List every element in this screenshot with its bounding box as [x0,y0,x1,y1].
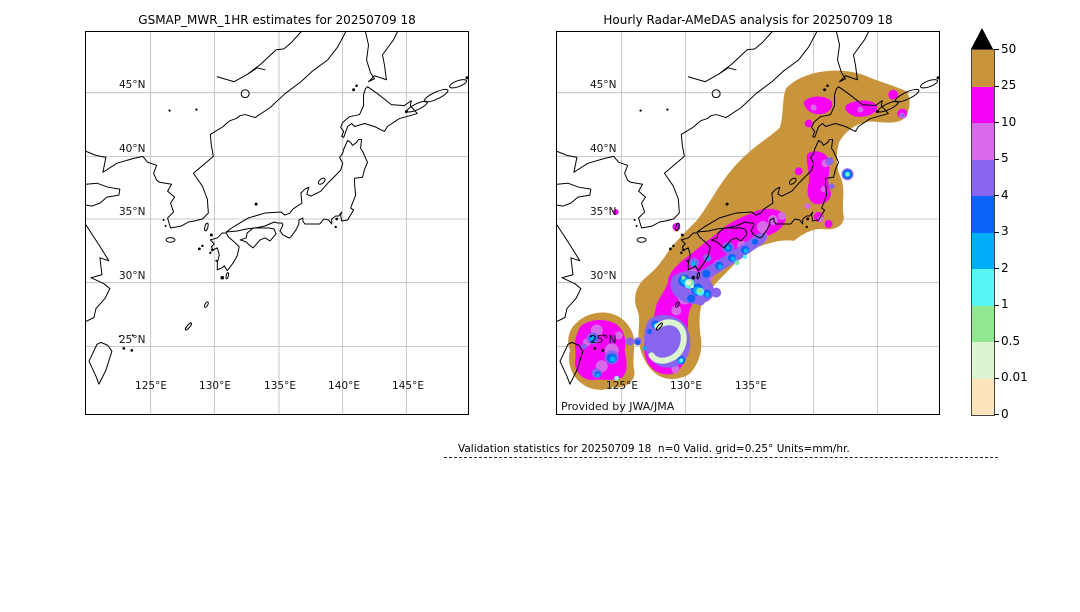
colorbar-tick-label: 5 [1001,151,1009,165]
colorbar-tick-label: 10 [1001,115,1017,129]
lon-tick: 125°E [135,380,167,392]
colorbar-tick-label: 25 [1001,78,1017,92]
lon-tick: 125°E [606,380,638,392]
colorbar-segment [972,232,994,269]
lon-tick: 130°E [670,380,702,392]
lat-tick: 30°N [119,270,146,282]
colorbar: 50 25 10 5 4 3 2 1 0.5 0.01 0 [969,28,1079,428]
colorbar-tick-label: 3 [1001,224,1009,238]
colorbar-tick-mark [994,377,999,379]
colorbar-tick-mark [994,158,999,160]
colorbar-tick-mark [994,231,999,233]
colorbar-tick-label: 0 [1001,407,1009,421]
lat-tick: 25°N [119,334,146,346]
colorbar-tick-label: 1 [1001,297,1009,311]
colorbar-segment [972,342,994,379]
lat-tick: 45°N [119,79,146,91]
lat-tick: 30°N [590,270,617,282]
colorbar-segment [972,50,994,87]
lon-tick: 145°E [392,380,424,392]
lat-tick: 40°N [590,143,617,155]
colorbar-tick-mark [994,414,999,415]
colorbar-tick-mark [994,195,999,196]
colorbar-overflow-arrow-icon [971,28,993,49]
map-panel-radar-amedas: 45°N 40°N 35°N 30°N 25°N 125°E 130°E 135… [556,31,940,415]
colorbar-segment [972,196,994,233]
colorbar-segment [972,123,994,160]
lat-tick: 35°N [590,206,617,218]
colorbar-segment [972,305,994,342]
colorbar-tick-mark [994,304,999,306]
right-panel-title: Hourly Radar-AMeDAS analysis for 2025070… [603,13,893,27]
colorbar-tick-mark [994,341,999,342]
colorbar-tick-mark [994,49,999,50]
lat-tick: 45°N [590,79,617,91]
colorbar-tick-mark [994,268,999,269]
colorbar-tick-label: 0.5 [1001,334,1021,348]
lon-tick: 135°E [735,380,767,392]
lon-tick: 130°E [199,380,231,392]
caption-dashed-rule [444,457,998,458]
data-credit: Provided by JWA/JMA [561,400,675,413]
lat-tick: 35°N [119,206,146,218]
left-panel-title: GSMAP_MWR_1HR estimates for 20250709 18 [138,13,416,27]
colorbar-segment [972,86,994,123]
map-panel-gsmap: 45°N 40°N 35°N 30°N 25°N 125°E 130°E 135… [85,31,469,415]
colorbar-track [971,49,995,416]
lat-tick: 40°N [119,143,146,155]
lon-tick: 135°E [264,380,296,392]
lon-tick: 140°E [328,380,360,392]
colorbar-tick-mark [994,85,999,87]
colorbar-tick-label: 50 [1001,42,1017,56]
colorbar-tick-label: 4 [1001,188,1009,202]
colorbar-tick-mark [994,122,999,123]
colorbar-tick-label: 0.01 [1001,370,1028,384]
colorbar-segment [972,269,994,306]
colorbar-segment [972,159,994,196]
validation-caption: Validation statistics for 20250709 18 n=… [458,443,850,455]
colorbar-segment [972,378,994,415]
lat-tick: 25°N [590,334,617,346]
colorbar-tick-label: 2 [1001,261,1009,275]
